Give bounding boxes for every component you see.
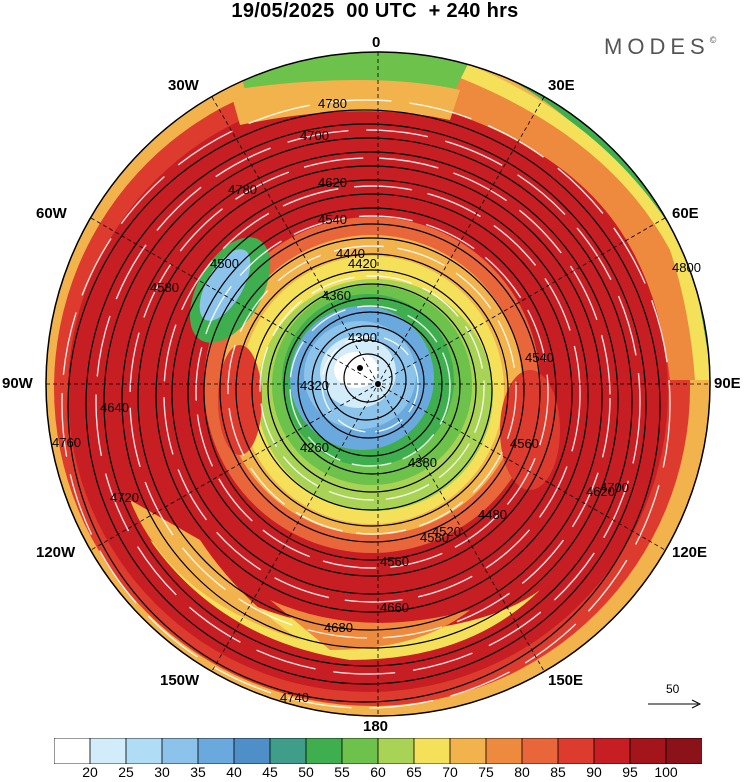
wind-reference-label: 50 <box>666 682 680 696</box>
lon-label-30e: 30E <box>548 77 575 94</box>
contour-label: 4700 <box>600 480 629 495</box>
contour-label: 4560 <box>380 554 409 569</box>
contour-label: 4620 <box>318 175 347 190</box>
colorbar-tick-label: 85 <box>550 764 566 780</box>
contour-label: 4700 <box>300 128 329 143</box>
wind-streamlines <box>61 99 671 709</box>
colorbar-swatch <box>54 738 91 764</box>
colorbar-swatch <box>161 738 199 764</box>
colorbar-tick-label: 80 <box>514 764 530 780</box>
contour-label: 4300 <box>348 330 377 345</box>
brand-logo: MODES© <box>604 34 716 60</box>
colorbar-swatch <box>485 738 523 764</box>
contour-label: 4360 <box>322 288 351 303</box>
colorbar-swatch <box>665 738 702 764</box>
colorbar-swatch <box>593 738 631 764</box>
map-border <box>45 51 711 717</box>
wind-reference-arrow <box>648 699 702 709</box>
lon-label-150e: 150E <box>548 672 584 689</box>
lon-label-150w: 150W <box>160 672 200 689</box>
lon-label-180: 180 <box>363 718 389 735</box>
low-center-marker <box>357 365 363 371</box>
colorbar-swatch <box>521 738 559 764</box>
lon-label-60w: 60W <box>36 205 67 222</box>
colorbar-swatch <box>125 738 163 764</box>
colorbar-swatch <box>197 738 235 764</box>
contour-label: 4260 <box>300 440 329 455</box>
copyright-mark: © <box>709 35 717 45</box>
contour-label: 4780 <box>318 96 347 111</box>
pole-marker <box>375 381 381 387</box>
lon-label-90w: 90W <box>2 375 33 392</box>
contour-label: 4540 <box>525 350 554 365</box>
colorbar-tick-label: 60 <box>370 764 386 780</box>
colorbar-tick-label: 30 <box>154 764 170 780</box>
colorbar-swatch <box>233 738 271 764</box>
lon-label-0: 0 <box>372 34 381 51</box>
contour-label: 4560 <box>510 436 539 451</box>
colorbar-tick-label: 90 <box>586 764 602 780</box>
colorbar-swatch <box>341 738 379 764</box>
colorbar-tick-label: 25 <box>118 764 134 780</box>
contour-label: 4500 <box>210 256 239 271</box>
colorbar <box>54 738 702 764</box>
lon-label-30w: 30W <box>168 77 199 94</box>
colorbar-tick-label: 65 <box>406 764 422 780</box>
colorbar-tick-label: 70 <box>442 764 458 780</box>
colorbar-swatch <box>377 738 415 764</box>
contour-label: 4580 <box>420 530 449 545</box>
contour-label: 4580 <box>150 280 179 295</box>
contour-label: 4760 <box>52 435 81 450</box>
colorbar-tick-labels: 20 25 30 35 40 45 50 55 60 65 70 75 80 85 90 95 100 <box>0 764 750 782</box>
colorbar-tick-label: 95 <box>622 764 638 780</box>
contour-label: 4780 <box>228 182 257 197</box>
colorbar-tick-label: 55 <box>334 764 350 780</box>
chart-title: 19/05/2025 00 UTC + 240 hrs <box>231 0 519 22</box>
colorbar-swatch <box>449 738 487 764</box>
contour-label: 4520 <box>432 524 461 539</box>
contour-label: 4680 <box>324 620 353 635</box>
contour-label: 4420 <box>348 256 377 271</box>
wind-speed-field <box>46 52 710 716</box>
contour-label: 4640 <box>100 400 129 415</box>
lon-label-120e: 120E <box>672 544 708 561</box>
colorbar-swatch <box>89 738 127 764</box>
colorbar-swatch <box>413 738 451 764</box>
colorbar-tick-label: 100 <box>654 764 678 780</box>
contour-label: 4620 <box>586 484 615 499</box>
colorbar-swatch <box>629 738 667 764</box>
colorbar-tick-label: 50 <box>298 764 314 780</box>
contour-label: 4720 <box>110 490 139 505</box>
brand-text: MODES <box>604 34 710 59</box>
height-contours <box>67 109 661 703</box>
contour-label: 4800 <box>672 260 701 275</box>
contour-label: 4320 <box>300 378 329 393</box>
colorbar-tick-label: 40 <box>226 764 242 780</box>
colorbar-tick-label: 20 <box>82 764 98 780</box>
colorbar-tick-label: 35 <box>190 764 206 780</box>
colorbar-tick-label: 45 <box>262 764 278 780</box>
lon-label-90e: 90E <box>714 375 741 392</box>
colorbar-swatch <box>269 738 307 764</box>
colorbar-tick-label: 75 <box>478 764 494 780</box>
contour-label: 4480 <box>478 507 507 522</box>
contour-label: 4660 <box>380 600 409 615</box>
contour-label: 4380 <box>408 455 437 470</box>
contour-label: 4440 <box>336 246 365 261</box>
colorbar-swatch <box>557 738 595 764</box>
colorbar-swatch <box>305 738 343 764</box>
lon-label-60e: 60E <box>672 205 699 222</box>
contour-label: 4540 <box>318 212 347 227</box>
lon-label-120w: 120W <box>36 544 76 561</box>
contour-label: 4740 <box>280 690 309 705</box>
